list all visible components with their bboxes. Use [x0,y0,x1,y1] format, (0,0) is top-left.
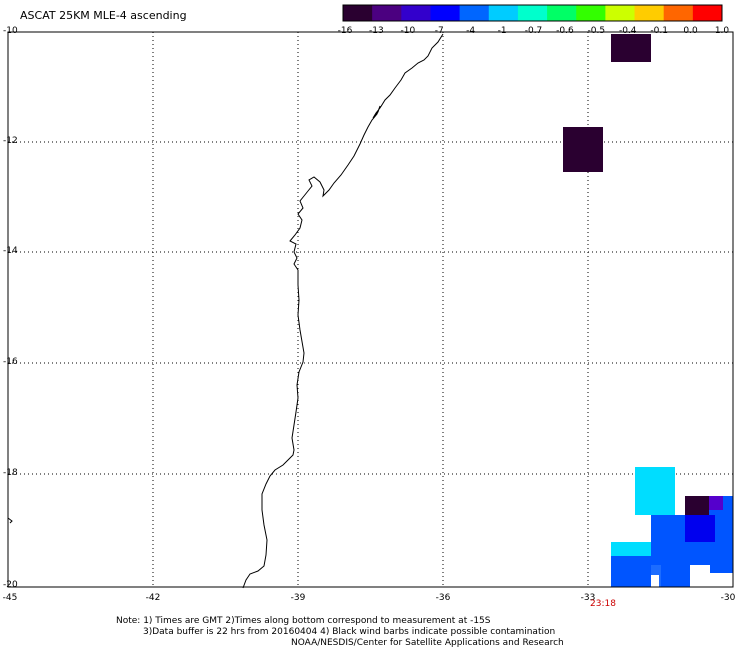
colorbar-label: 0.0 [683,26,698,36]
colorbar-label: -0.6 [556,26,574,36]
note-line-1: Note: 1) Times are GMT 2)Times along bot… [116,616,491,626]
colorbar-swatch [605,5,636,21]
colorbar-border [342,4,723,22]
colorbar-label: -0.5 [587,26,606,36]
colorbar-label: -10 [400,26,416,36]
colorbar-swatch [401,5,431,21]
colorbar-swatch [692,5,723,21]
note-line-2: 3)Data buffer is 22 hrs from 20160404 4)… [143,627,556,637]
time-label: 23:18 [590,599,616,609]
lon-label-45: -45 [2,593,18,603]
colorbar-label: -7 [434,26,444,36]
colorbar-label: -16 [337,26,353,36]
colorbar-swatch [488,5,519,21]
colorbar-swatch [430,5,461,21]
colorbar-swatch [576,5,606,21]
colorbar [342,4,723,22]
cell-purple-2 [709,496,723,510]
colorbar-swatch [634,5,665,21]
grid [8,32,733,587]
colorbar-swatch [547,5,577,21]
lat-label-12: -12 [3,136,18,146]
cell-upper [563,127,603,172]
colorbar-label: 1.0 [714,26,730,36]
wind-cells [563,34,733,587]
colorbar-swatch [663,5,694,21]
lon-label-39: -39 [290,593,306,603]
colorbar-label: -0.4 [618,26,637,36]
cell-top-right [611,34,651,62]
island-speck [7,517,13,524]
cell-cyan-upper [635,467,675,515]
map-title: ASCAT 25KM MLE-4 ascending [20,9,187,22]
lat-label-18: -18 [3,468,18,478]
plot-border [7,31,734,588]
colorbar-swatch [372,5,402,21]
lat-label-20: -20 [3,580,18,590]
lat-label-14: -14 [3,246,18,256]
cell-blue-lower [611,556,658,587]
lon-label-33: -33 [580,593,596,603]
coastline [242,33,444,589]
colorbar-label: -0.1 [650,26,668,36]
colorbar-label: -13 [369,26,384,36]
lon-label-42: -42 [145,593,161,603]
colorbar-swatch [459,5,490,21]
note-line-3: NOAA/NESDIS/Center for Satellite Applica… [291,638,564,648]
cell-white-gap-2 [651,575,659,587]
colorbar-label: -1 [497,26,507,36]
colorbar-label: -4 [466,26,476,36]
cell-white-gap [690,565,710,587]
cell-purple-1 [685,496,709,515]
lon-label-30: -30 [720,593,736,603]
lat-label-10: -10 [3,26,18,36]
colorbar-swatch [517,5,548,21]
lat-label-16: -16 [3,357,18,367]
lon-label-36: -36 [435,593,451,603]
colorbar-swatch [343,5,373,21]
colorbar-label: -0.7 [524,26,543,36]
cell-cyan-lower [611,542,651,556]
cell-blue-deep [685,515,715,542]
